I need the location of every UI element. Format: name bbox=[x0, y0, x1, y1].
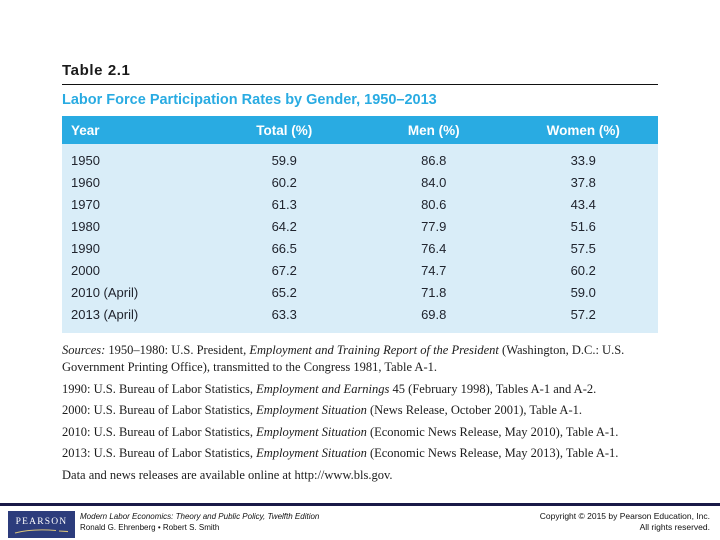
source-line: 2013: U.S. Bureau of Labor Statistics, E… bbox=[62, 446, 619, 460]
pearson-swoosh-icon bbox=[14, 528, 68, 534]
table-header: Year Total (%) Men (%) Women (%) bbox=[62, 116, 658, 144]
year-cell: 2010 (April) bbox=[62, 281, 210, 304]
col-header-total: Total (%) bbox=[209, 116, 359, 144]
year-cell: 1980 bbox=[62, 215, 210, 238]
table-label-rule bbox=[62, 84, 658, 85]
table-row: 2000 67.2 74.7 60.2 bbox=[62, 259, 658, 282]
copyright: Copyright © 2015 by Pearson Education, I… bbox=[540, 511, 710, 533]
year-cell: 1950 bbox=[62, 144, 210, 172]
pearson-logo: PEARSON bbox=[8, 511, 75, 538]
value-cell: 60.2 bbox=[508, 259, 658, 282]
col-header-men: Men (%) bbox=[358, 116, 509, 144]
col-header-year: Year bbox=[62, 116, 210, 144]
year-cell: 1960 bbox=[62, 171, 210, 194]
copyright-line2: All rights reserved. bbox=[639, 522, 710, 532]
sources-note: Sources: 1950–1980: U.S. President, Empl… bbox=[62, 342, 658, 484]
value-cell: 71.8 bbox=[358, 281, 509, 304]
value-cell: 86.8 bbox=[358, 144, 509, 172]
value-cell: 77.9 bbox=[358, 215, 509, 238]
table-row: 1980 64.2 77.9 51.6 bbox=[62, 215, 658, 238]
value-cell: 84.0 bbox=[358, 171, 509, 194]
table-row: 1960 60.2 84.0 37.8 bbox=[62, 171, 658, 194]
value-cell: 65.2 bbox=[209, 281, 359, 304]
value-cell: 66.5 bbox=[209, 237, 359, 260]
pearson-logo-text: PEARSON bbox=[15, 516, 68, 527]
table-label: Table 2.1 bbox=[62, 62, 131, 79]
table-row: 2010 (April) 65.2 71.8 59.0 bbox=[62, 281, 658, 304]
col-header-women: Women (%) bbox=[508, 116, 658, 144]
source-line: Sources: 1950–1980: U.S. President, Empl… bbox=[62, 343, 625, 374]
value-cell: 59.0 bbox=[508, 281, 658, 304]
footer-rule bbox=[0, 503, 720, 506]
value-cell: 59.9 bbox=[209, 144, 359, 172]
year-cell: 2000 bbox=[62, 259, 210, 282]
year-cell: 1970 bbox=[62, 193, 210, 216]
book-title: Modern Labor Economics: Theory and Publi… bbox=[80, 512, 320, 521]
value-cell: 43.4 bbox=[508, 193, 658, 216]
value-cell: 57.2 bbox=[508, 303, 658, 333]
value-cell: 80.6 bbox=[358, 193, 509, 216]
source-line: 1990: U.S. Bureau of Labor Statistics, E… bbox=[62, 381, 597, 396]
table-row: 1950 59.9 86.8 33.9 bbox=[62, 144, 658, 172]
value-cell: 33.9 bbox=[508, 144, 658, 172]
data-table: Year Total (%) Men (%) Women (%) 1950 59.… bbox=[62, 116, 658, 333]
year-cell: 2013 (April) bbox=[62, 303, 210, 333]
value-cell: 74.7 bbox=[358, 259, 509, 282]
copyright-line1: Copyright © 2015 by Pearson Education, I… bbox=[539, 511, 710, 521]
value-cell: 60.2 bbox=[209, 171, 359, 194]
year-cell: 1990 bbox=[62, 237, 210, 260]
value-cell: 64.2 bbox=[209, 215, 359, 238]
table-row: 1970 61.3 80.6 43.4 bbox=[62, 193, 658, 216]
book-authors: Ronald G. Ehrenberg • Robert S. Smith bbox=[80, 523, 220, 532]
value-cell: 63.3 bbox=[209, 303, 359, 333]
source-line: 2000: U.S. Bureau of Labor Statistics, E… bbox=[62, 403, 582, 417]
value-cell: 76.4 bbox=[358, 237, 509, 260]
value-cell: 69.8 bbox=[358, 303, 509, 333]
table-row: 1990 66.5 76.4 57.5 bbox=[62, 237, 658, 260]
table-body: 1950 59.9 86.8 33.9 1960 60.2 84.0 37.8 1970 61.3… bbox=[62, 144, 658, 333]
value-cell: 51.6 bbox=[508, 215, 658, 238]
table-title: Labor Force Participation Rates by Gende… bbox=[62, 92, 437, 108]
book-info: Modern Labor Economics: Theory and Publi… bbox=[80, 511, 319, 533]
table-block: Table 2.1 Labor Force Participation Rate… bbox=[62, 62, 658, 488]
value-cell: 37.8 bbox=[508, 171, 658, 194]
table-row: 2013 (April) 63.3 69.8 57.2 bbox=[62, 303, 658, 333]
value-cell: 61.3 bbox=[209, 193, 359, 216]
value-cell: 57.5 bbox=[508, 237, 658, 260]
value-cell: 67.2 bbox=[209, 259, 359, 282]
source-line: Data and news releases are available onl… bbox=[62, 467, 393, 482]
source-line: 2010: U.S. Bureau of Labor Statistics, E… bbox=[62, 424, 619, 439]
